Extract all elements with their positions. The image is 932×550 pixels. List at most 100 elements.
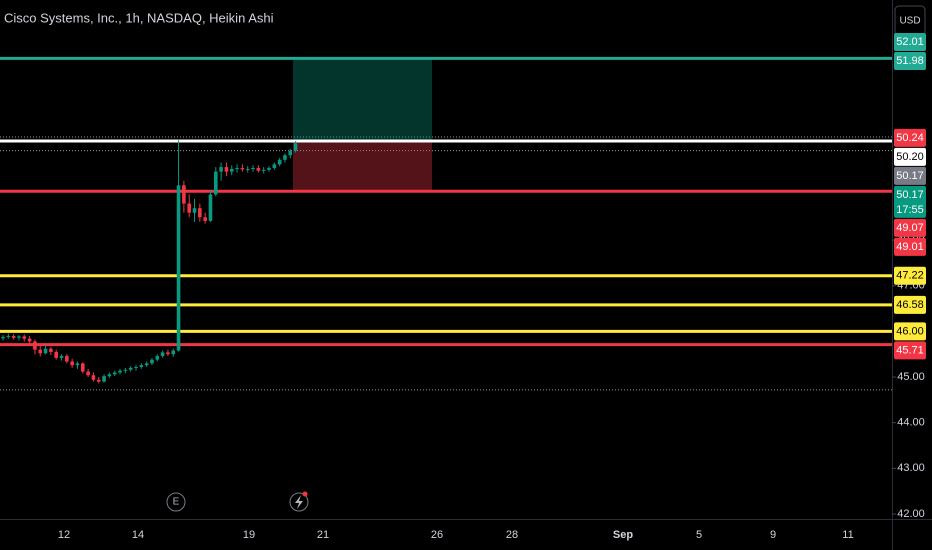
- candle-body: [11, 335, 16, 338]
- candle-body: [192, 208, 197, 213]
- candle-body: [86, 371, 90, 376]
- news-icon[interactable]: [289, 491, 309, 512]
- price-badge: [894, 52, 926, 70]
- x-tick-label: 21: [317, 529, 329, 541]
- candle-body: [283, 155, 287, 160]
- candle-body: [123, 369, 128, 371]
- earnings-icon[interactable]: E: [166, 492, 186, 512]
- candle-body: [112, 372, 117, 375]
- price-badge-label: 50.24: [896, 132, 924, 144]
- candle-body: [102, 376, 106, 382]
- candle-body: [272, 164, 277, 168]
- price-badge-label: 45.71: [896, 344, 924, 356]
- earnings-icon-circle[interactable]: [166, 492, 186, 512]
- price-badge-label: 50.17: [896, 189, 924, 201]
- candle-body: [171, 350, 176, 355]
- candle-body: [81, 363, 85, 372]
- candle-body: [6, 335, 11, 337]
- candle-body: [17, 336, 21, 338]
- candle-body: [198, 208, 202, 218]
- candle-body: [75, 363, 80, 366]
- position-stop-zone: [293, 141, 432, 192]
- y-tick-label: 42.00: [897, 508, 925, 520]
- candle-body: [261, 169, 266, 171]
- candle-body: [70, 361, 74, 366]
- candle-body: [107, 374, 112, 377]
- earnings-icon-letter[interactable]: E: [173, 497, 180, 508]
- price-badge: [894, 322, 926, 341]
- candle-body: [155, 356, 160, 360]
- candle-body: [235, 167, 239, 169]
- candle-body: [208, 194, 213, 221]
- candle-body: [38, 349, 43, 354]
- price-badge-label: 50.17: [896, 170, 924, 182]
- candle-body: [240, 167, 245, 170]
- price-badge-time: 17:55: [896, 204, 924, 216]
- price-badge-label: 51.98: [896, 55, 924, 67]
- candle-body: [267, 167, 271, 170]
- candle-body: [160, 352, 165, 357]
- price-badge-label: 46.00: [896, 325, 924, 337]
- price-badge-label: 49.07: [896, 222, 924, 234]
- candle-body: [1, 336, 5, 339]
- y-tick-label: 44.00: [897, 417, 925, 429]
- price-badge: [894, 128, 926, 147]
- y-tick-label: 43.00: [897, 462, 925, 474]
- candle-body: [224, 167, 229, 172]
- candle-body: [256, 167, 261, 171]
- x-tick-label: 26: [431, 529, 443, 541]
- position-target-zone: [293, 58, 432, 142]
- candle-body: [134, 366, 138, 368]
- price-badge: [894, 237, 926, 256]
- candle-body: [118, 370, 122, 373]
- candle-body: [22, 336, 27, 339]
- chart-title: Cisco Systems, Inc., 1h, NASDAQ, Heikin …: [4, 10, 274, 25]
- x-tick-label: 9: [770, 529, 776, 541]
- x-tick-label: 28: [506, 529, 518, 541]
- price-badge: [894, 266, 926, 285]
- price-badge: [894, 341, 926, 360]
- price-badge: [894, 185, 926, 218]
- candle-body: [187, 203, 191, 213]
- news-icon-dot[interactable]: [302, 491, 308, 497]
- price-badge-label: 46.58: [896, 299, 924, 311]
- candle-body: [176, 185, 181, 351]
- x-tick-label: 19: [243, 529, 255, 541]
- price-badge: [894, 166, 926, 185]
- candle-body: [251, 167, 255, 169]
- candle-body: [166, 352, 170, 355]
- candle-body: [27, 338, 32, 342]
- price-badge-label: 47.22: [896, 270, 924, 282]
- price-badge: [894, 295, 926, 314]
- x-tick-label: 12: [58, 529, 70, 541]
- candle-body: [43, 348, 48, 354]
- plot: [0, 56, 892, 391]
- x-tick-label: 5: [696, 529, 702, 541]
- candle-body: [59, 356, 64, 358]
- candle-body: [288, 150, 293, 156]
- x-tick-label: Sep: [613, 529, 633, 541]
- x-tick-label: 14: [132, 529, 144, 541]
- price-badge: [894, 218, 926, 237]
- price-badge-label: 50.20: [896, 151, 924, 163]
- price-badge: [894, 147, 926, 166]
- currency-label[interactable]: USD: [899, 16, 920, 27]
- candle-body: [144, 363, 149, 366]
- candle-body: [33, 341, 37, 350]
- candle-body: [203, 217, 207, 221]
- x-tick-label: 11: [842, 529, 853, 541]
- candle-body: [91, 375, 96, 380]
- candle-body: [293, 143, 298, 151]
- candle-body: [214, 171, 218, 195]
- price-badge: [894, 33, 926, 51]
- news-icon-bolt[interactable]: [295, 495, 303, 509]
- candle-body: [96, 379, 101, 382]
- candle-body: [182, 185, 186, 204]
- candle-body: [277, 159, 282, 165]
- price-badge-label: 52.01: [896, 36, 924, 48]
- candle-body: [245, 168, 250, 170]
- candle-body: [49, 348, 53, 352]
- candle-body: [54, 351, 58, 358]
